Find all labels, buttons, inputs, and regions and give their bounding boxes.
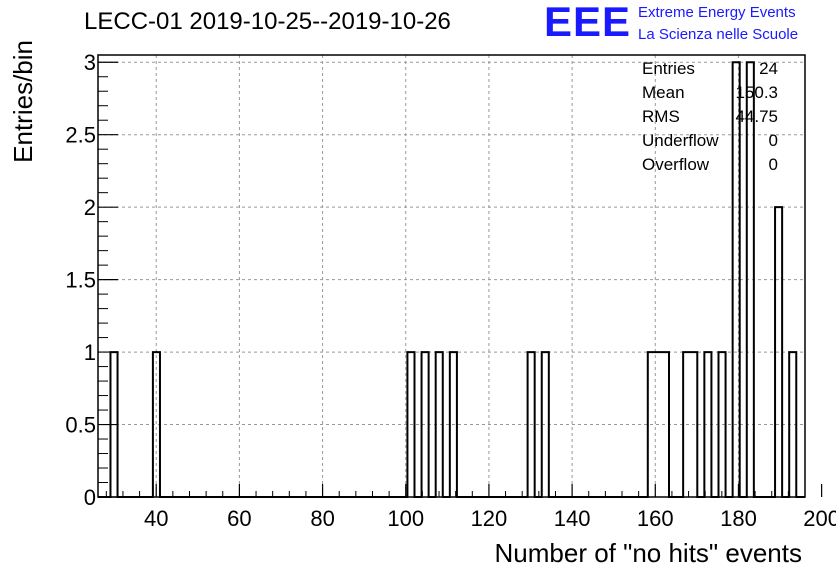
- logo-line-2: La Scienza nelle Scuole: [638, 26, 799, 43]
- stat-entries: Entries 24: [642, 59, 778, 83]
- stat-label: Overflow: [642, 155, 710, 174]
- stat-label: Underflow: [642, 131, 719, 150]
- y-tick-label: 1: [84, 340, 96, 365]
- x-tick-label: 100: [387, 506, 424, 531]
- x-tick-labels: 40 60 80 100 120 140 160 180 200: [144, 506, 836, 531]
- x-tick-label: 80: [310, 506, 334, 531]
- x-tick-label: 160: [637, 506, 674, 531]
- y-tick-label: 3: [84, 50, 96, 75]
- histogram-bars: [98, 61, 805, 498]
- stats-box: Entries 24 Mean 150.3 RMS 44.75 Underflo…: [642, 59, 778, 179]
- x-tick-label: 200: [803, 506, 836, 531]
- logo-line-1: Extreme Energy Events: [638, 4, 796, 21]
- x-axis-title: Number of "no hits" events: [495, 538, 803, 568]
- stat-underflow: Underflow 0: [642, 131, 778, 155]
- x-tick-label: 40: [144, 506, 168, 531]
- axis-ticks: [98, 61, 823, 498]
- chart-title: LECC-01 2019-10-25--2019-10-26: [84, 8, 451, 35]
- stat-mean: Mean 150.3: [642, 83, 778, 107]
- y-axis-title: Entries/bin: [8, 40, 38, 163]
- stat-rms: RMS 44.75: [642, 107, 778, 131]
- stat-overflow: Overflow 0: [642, 155, 778, 179]
- x-tick-label: 120: [471, 506, 508, 531]
- stat-value: 44.75: [735, 107, 778, 126]
- stat-label: Mean: [642, 83, 685, 102]
- y-tick-label: 0.5: [65, 413, 96, 438]
- plot-frame: [97, 54, 806, 498]
- stat-value: 0: [768, 155, 778, 174]
- y-tick-label: 2.5: [65, 123, 96, 148]
- stat-value: 24: [759, 59, 778, 78]
- stat-label: RMS: [642, 107, 680, 126]
- y-tick-label: 2: [84, 195, 96, 220]
- x-tick-label: 140: [554, 506, 591, 531]
- stat-value: 0: [768, 131, 778, 150]
- x-tick-label: 60: [227, 506, 251, 531]
- eee-logo-mark: EEE: [544, 0, 632, 45]
- y-tick-labels: 0 0.5 1 1.5 2 2.5 3: [65, 50, 96, 510]
- stat-label: Entries: [642, 59, 695, 78]
- stat-value: 150.3: [735, 83, 778, 102]
- y-tick-label: 1.5: [65, 268, 96, 293]
- y-tick-label: 0: [84, 485, 96, 510]
- x-tick-label: 180: [720, 506, 757, 531]
